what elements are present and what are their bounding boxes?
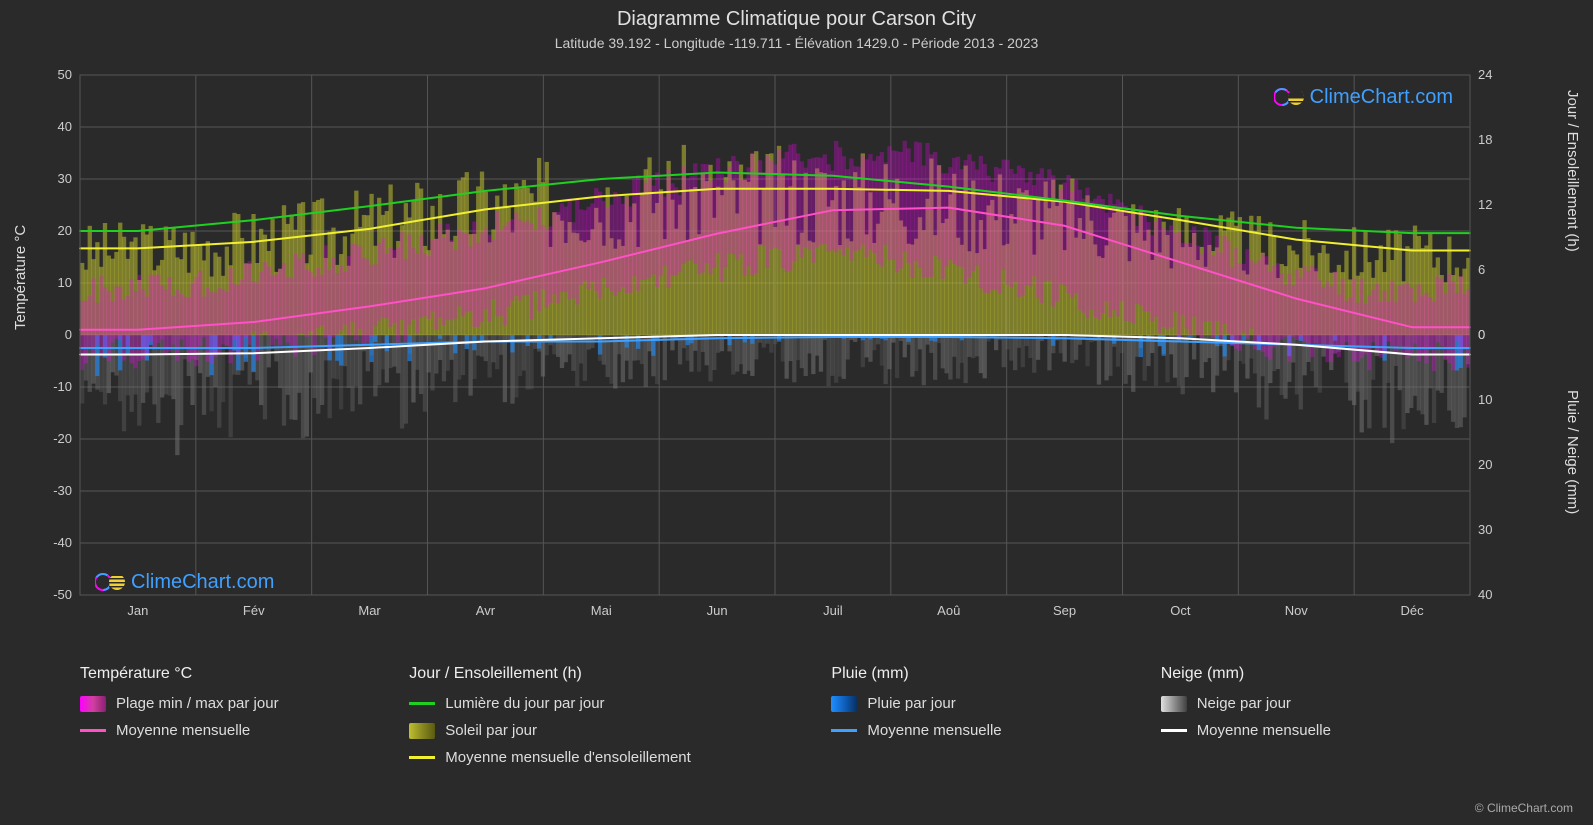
legend-label: Moyenne mensuelle d'ensoleillement xyxy=(445,749,691,766)
svg-text:6: 6 xyxy=(1478,262,1485,277)
svg-text:-40: -40 xyxy=(53,535,72,550)
logo-icon xyxy=(1274,85,1304,109)
logo-icon xyxy=(95,570,125,594)
svg-text:Nov: Nov xyxy=(1285,603,1309,618)
line-swatch-icon xyxy=(831,729,857,732)
svg-text:Déc: Déc xyxy=(1401,603,1425,618)
svg-text:24: 24 xyxy=(1478,67,1492,82)
svg-text:18: 18 xyxy=(1478,132,1492,147)
legend-item: Moyenne mensuelle xyxy=(1161,722,1470,739)
svg-text:0: 0 xyxy=(65,327,72,342)
legend-header: Neige (mm) xyxy=(1161,665,1470,683)
line-swatch-icon xyxy=(409,756,435,759)
y-axis-right-bottom-label: Pluie / Neige (mm) xyxy=(1564,390,1581,514)
svg-text:-30: -30 xyxy=(53,483,72,498)
svg-text:Juil: Juil xyxy=(823,603,843,618)
line-swatch-icon xyxy=(1161,729,1187,732)
svg-text:Oct: Oct xyxy=(1170,603,1191,618)
swatch-icon xyxy=(1161,696,1187,712)
legend-header: Jour / Ensoleillement (h) xyxy=(409,665,811,683)
svg-text:30: 30 xyxy=(58,171,72,186)
svg-text:Sep: Sep xyxy=(1053,603,1076,618)
svg-text:-10: -10 xyxy=(53,379,72,394)
svg-text:10: 10 xyxy=(1478,392,1492,407)
legend-item: Lumière du jour par jour xyxy=(409,695,811,712)
legend-col-snow: Neige (mm) Neige par jour Moyenne mensue… xyxy=(1161,665,1470,766)
legend-item: Moyenne mensuelle d'ensoleillement xyxy=(409,749,811,766)
swatch-icon xyxy=(409,723,435,739)
svg-text:40: 40 xyxy=(58,119,72,134)
svg-text:Jan: Jan xyxy=(127,603,148,618)
svg-text:Fév: Fév xyxy=(243,603,265,618)
legend-header: Pluie (mm) xyxy=(831,665,1140,683)
legend: Température °C Plage min / max par jour … xyxy=(80,665,1470,766)
legend-item: Pluie par jour xyxy=(831,695,1140,712)
svg-text:40: 40 xyxy=(1478,587,1492,602)
swatch-icon xyxy=(831,696,857,712)
line-swatch-icon xyxy=(80,729,106,732)
y-axis-right-top-label: Jour / Ensoleillement (h) xyxy=(1564,90,1581,252)
copyright-text: © ClimeChart.com xyxy=(1475,801,1573,815)
line-swatch-icon xyxy=(409,702,435,705)
svg-text:50: 50 xyxy=(58,67,72,82)
legend-col-daylight: Jour / Ensoleillement (h) Lumière du jou… xyxy=(409,665,811,766)
legend-label: Lumière du jour par jour xyxy=(445,695,604,712)
legend-label: Plage min / max par jour xyxy=(116,695,279,712)
svg-text:20: 20 xyxy=(58,223,72,238)
legend-label: Moyenne mensuelle xyxy=(867,722,1001,739)
legend-label: Neige par jour xyxy=(1197,695,1291,712)
legend-label: Moyenne mensuelle xyxy=(1197,722,1331,739)
brand-logo-top: ClimeChart.com xyxy=(1274,85,1453,109)
legend-item: Moyenne mensuelle xyxy=(80,722,389,739)
brand-text: ClimeChart.com xyxy=(1310,86,1453,109)
svg-text:0: 0 xyxy=(1478,327,1485,342)
svg-text:30: 30 xyxy=(1478,522,1492,537)
brand-logo-bottom: ClimeChart.com xyxy=(95,570,274,594)
climate-chart-svg: -50-40-30-20-100102030405006121824010203… xyxy=(80,65,1470,625)
svg-text:20: 20 xyxy=(1478,457,1492,472)
legend-label: Moyenne mensuelle xyxy=(116,722,250,739)
swatch-icon xyxy=(80,696,106,712)
legend-item: Moyenne mensuelle xyxy=(831,722,1140,739)
legend-item: Neige par jour xyxy=(1161,695,1470,712)
chart-subtitle: Latitude 39.192 - Longitude -119.711 - É… xyxy=(0,31,1593,51)
svg-text:-20: -20 xyxy=(53,431,72,446)
legend-item: Plage min / max par jour xyxy=(80,695,389,712)
legend-label: Soleil par jour xyxy=(445,722,537,739)
brand-text: ClimeChart.com xyxy=(131,571,274,594)
legend-col-rain: Pluie (mm) Pluie par jour Moyenne mensue… xyxy=(831,665,1140,766)
legend-header: Température °C xyxy=(80,665,389,683)
y-axis-left-label: Température °C xyxy=(12,225,29,330)
svg-text:12: 12 xyxy=(1478,197,1492,212)
svg-text:Jun: Jun xyxy=(707,603,728,618)
svg-text:Mar: Mar xyxy=(358,603,381,618)
svg-text:-50: -50 xyxy=(53,587,72,602)
svg-text:Mai: Mai xyxy=(591,603,612,618)
chart-title: Diagramme Climatique pour Carson City xyxy=(0,0,1593,31)
svg-text:Avr: Avr xyxy=(476,603,496,618)
legend-label: Pluie par jour xyxy=(867,695,955,712)
legend-col-temperature: Température °C Plage min / max par jour … xyxy=(80,665,389,766)
legend-item: Soleil par jour xyxy=(409,722,811,739)
chart-area: -50-40-30-20-100102030405006121824010203… xyxy=(80,65,1470,625)
svg-text:Aoû: Aoû xyxy=(937,603,960,618)
svg-text:10: 10 xyxy=(58,275,72,290)
